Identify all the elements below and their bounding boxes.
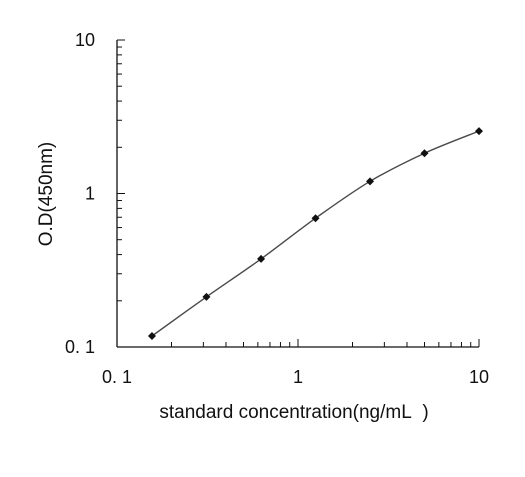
x-axis-label: standard concentration(ng/mL ) — [159, 402, 428, 423]
y-tick-label: 1 — [85, 184, 95, 204]
data-point — [202, 292, 211, 301]
data-point — [147, 331, 156, 340]
axes — [116, 40, 479, 348]
data-point — [311, 214, 320, 223]
data-point — [475, 127, 483, 136]
data-point — [257, 254, 266, 263]
x-tick-label: 0. 1 — [102, 367, 132, 387]
x-tick-label: 10 — [469, 367, 489, 387]
data-point — [420, 149, 429, 158]
y-tick-label: 10 — [75, 30, 95, 50]
tick-labels: 0. 1 1 10 0. 1 1 10 — [65, 30, 489, 387]
y-tick-label: 0. 1 — [65, 337, 95, 357]
y-axis-label: O.D(450nm) — [36, 142, 57, 247]
ticks — [116, 39, 480, 348]
series-line — [151, 130, 480, 337]
series-layer — [147, 127, 483, 340]
data-point — [366, 177, 375, 186]
x-tick-label: 1 — [293, 367, 303, 387]
